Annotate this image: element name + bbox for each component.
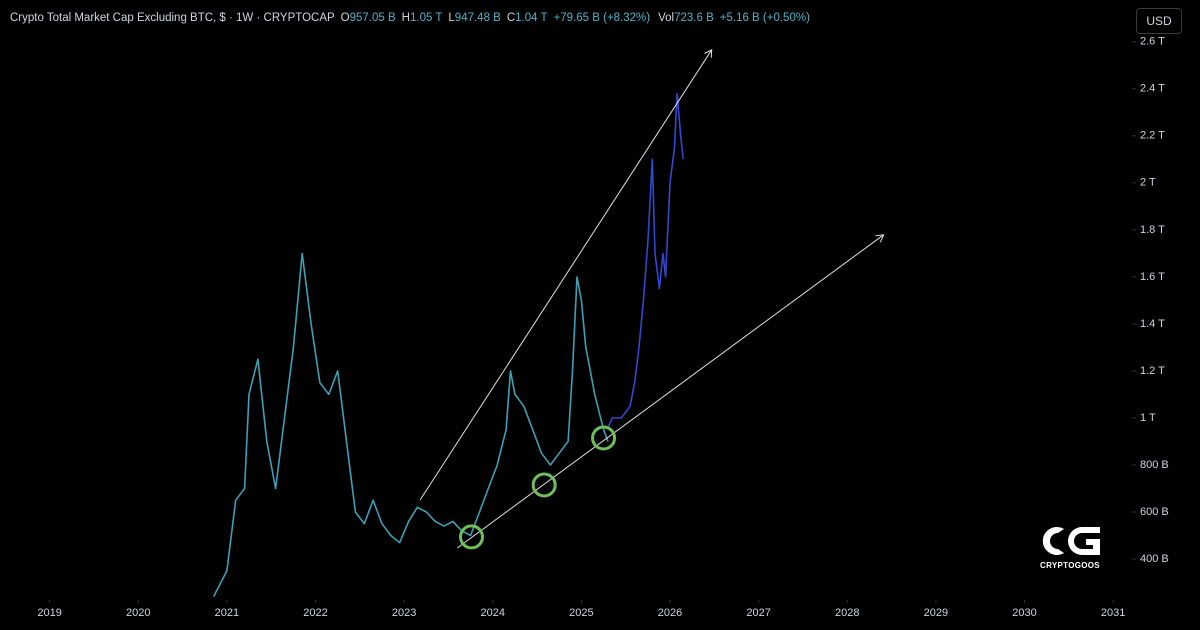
y-tick-label: 1.8 T bbox=[1140, 224, 1165, 236]
x-tick-label: 2030 bbox=[1012, 607, 1036, 619]
ohlc-label: L bbox=[448, 12, 455, 24]
trend-line bbox=[419, 48, 713, 501]
symbol-header: Crypto Total Market Cap Excluding BTC, $… bbox=[10, 12, 810, 24]
y-tick-label: 1 T bbox=[1140, 412, 1156, 424]
y-tick-label: 2.6 T bbox=[1140, 36, 1165, 48]
volume-label: Vol bbox=[658, 12, 675, 24]
price-line bbox=[607, 92, 685, 428]
ohlc-value: 1.05 T bbox=[409, 12, 443, 24]
y-tick-label: 1.6 T bbox=[1140, 271, 1165, 283]
logo-g bbox=[1068, 527, 1100, 555]
volume-change: +5.16 B (+0.50%) bbox=[719, 12, 810, 24]
title: Crypto Total Market Cap Excluding BTC, $… bbox=[10, 12, 335, 24]
x-tick-label: 2021 bbox=[215, 607, 239, 619]
x-tick-label: 2020 bbox=[126, 607, 150, 619]
ohlc-label: H bbox=[401, 12, 410, 24]
highlight-circle bbox=[531, 472, 557, 498]
ohlc-value: 947.48 B bbox=[454, 12, 501, 24]
y-tick-label: 800 B bbox=[1140, 459, 1169, 471]
watermark: CRYPTOGOOS bbox=[1040, 561, 1100, 570]
highlight-circle bbox=[458, 524, 484, 550]
y-tick-label: 2 T bbox=[1140, 177, 1156, 189]
x-tick-label: 2031 bbox=[1101, 607, 1125, 619]
x-tick-label: 2022 bbox=[303, 607, 327, 619]
ohlc-value: 1.04 T bbox=[515, 12, 548, 24]
x-tick-label: 2024 bbox=[481, 607, 505, 619]
ohlc-label: C bbox=[506, 12, 516, 24]
x-tick-label: 2027 bbox=[746, 607, 770, 619]
highlight-circle bbox=[591, 425, 617, 451]
x-tick-label: 2019 bbox=[37, 607, 61, 619]
ohlc-value: 957.05 B bbox=[349, 12, 396, 24]
y-tick-label: 1.4 T bbox=[1140, 318, 1165, 330]
currency-button[interactable]: USD bbox=[1136, 8, 1182, 34]
x-tick-label: 2029 bbox=[924, 607, 948, 619]
change: +79.65 B (+8.32%) bbox=[553, 12, 651, 24]
y-tick-label: 2.4 T bbox=[1140, 83, 1165, 95]
logo-mark bbox=[1042, 527, 1100, 555]
trend-line bbox=[457, 234, 885, 549]
x-tick-label: 2025 bbox=[569, 607, 593, 619]
y-tick-label: 600 B bbox=[1140, 506, 1169, 518]
x-tick-label: 2026 bbox=[658, 607, 682, 619]
y-tick-label: 400 B bbox=[1140, 553, 1169, 565]
price-line bbox=[212, 252, 609, 597]
x-tick-label: 2023 bbox=[392, 607, 416, 619]
volume-value: 723.6 B bbox=[674, 12, 714, 24]
ohlc-label: O bbox=[340, 12, 350, 24]
logo-c bbox=[1042, 527, 1064, 555]
y-tick-label: 2.2 T bbox=[1140, 130, 1165, 142]
x-tick-label: 2028 bbox=[835, 607, 859, 619]
y-tick-label: 1.2 T bbox=[1140, 365, 1165, 377]
